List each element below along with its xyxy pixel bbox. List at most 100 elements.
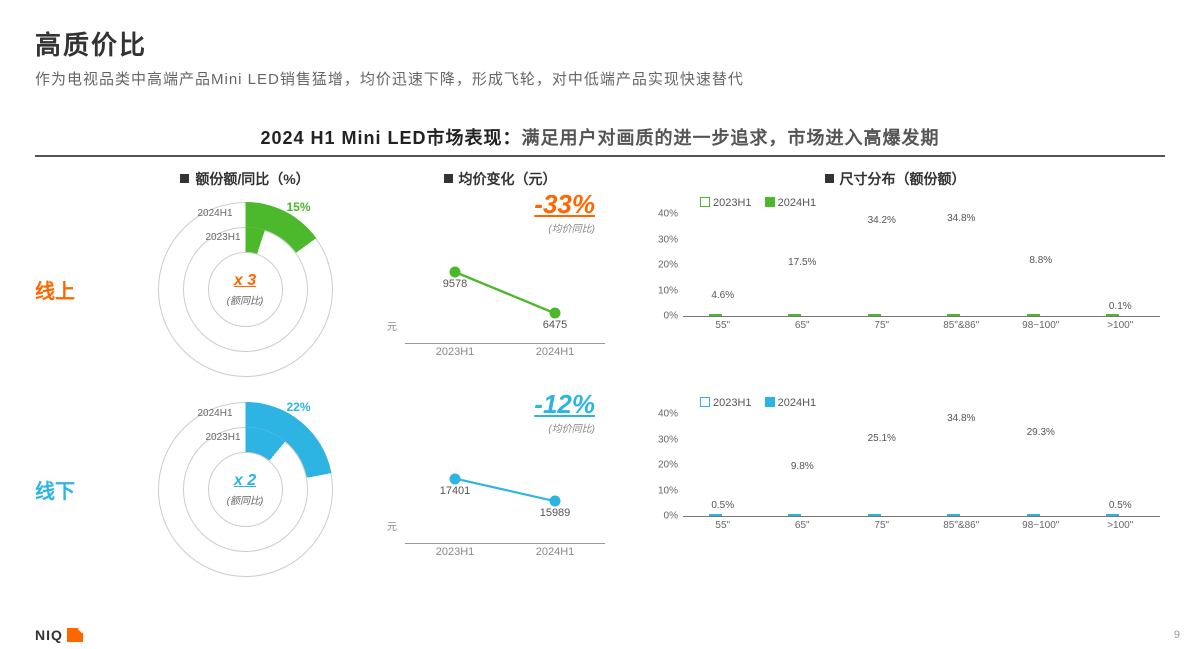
- bar-chart-offline: 2023H1 2024H1 0%10%20%30%40% 0.5% 55" 9.…: [645, 399, 1165, 539]
- price-value-1: 6475: [543, 319, 567, 331]
- bar-ytick: 20%: [648, 460, 678, 471]
- price-point-1: [550, 496, 561, 507]
- bar-xlabel: 98~100": [1022, 520, 1059, 531]
- donut-period-outer: 2024H1: [198, 208, 233, 219]
- price-point-0: [450, 473, 461, 484]
- bar-legend-0: 2023H1: [713, 397, 752, 409]
- bar-value-label: 25.1%: [868, 433, 896, 444]
- logo-icon: [67, 628, 83, 642]
- bar-xlabel: 98~100": [1022, 320, 1059, 331]
- bar-ytick: 10%: [648, 285, 678, 296]
- price-value-1: 15989: [540, 507, 571, 519]
- donut-period-outer: 2024H1: [198, 408, 233, 419]
- bar-ytick: 40%: [648, 409, 678, 420]
- col-header-share: 额份额/同比（%）: [195, 171, 309, 187]
- section-rule: [35, 155, 1165, 157]
- page-title: 高质价比: [35, 25, 1165, 62]
- column-headers: 额份额/同比（%） 均价变化（元） 尺寸分布（额份额）: [35, 169, 1165, 189]
- row-online: 线上 x 3 (额同比) 2024H1 2023H1 15% -33% (均价同…: [35, 189, 1165, 389]
- bar-group: [762, 514, 841, 516]
- bar-ytick: 10%: [648, 485, 678, 496]
- bar-ytick: 40%: [648, 209, 678, 220]
- row-label-online: 线上: [35, 275, 115, 304]
- price-chart: 元 17401 15989: [405, 443, 605, 543]
- donut-outer-pct: 22%: [286, 400, 310, 414]
- bar-ytick: 30%: [648, 434, 678, 445]
- price-value-0: 17401: [440, 485, 471, 497]
- price-xlabel-0: 2023H1: [405, 346, 505, 358]
- price-delta: -33%: [375, 189, 625, 220]
- bar-ytick: 0%: [648, 511, 678, 522]
- bar-group: [1001, 514, 1080, 516]
- bar-legend-1: 2024H1: [778, 397, 817, 409]
- donut-period-inner: 2023H1: [206, 432, 241, 443]
- price-point-0: [450, 266, 461, 277]
- bar-group: [1081, 514, 1160, 516]
- bar-2023: [1106, 314, 1119, 316]
- bar-xlabel: 65": [795, 320, 810, 331]
- bar-value-label: 0.1%: [1109, 301, 1132, 312]
- price-point-1: [550, 308, 561, 319]
- bar-value-label: 17.5%: [788, 257, 816, 268]
- bar-value-label: 4.6%: [711, 290, 734, 301]
- bar-value-label: 0.5%: [711, 500, 734, 511]
- bar-2023: [1106, 514, 1119, 516]
- bar-group: [683, 514, 762, 516]
- bar-group: [762, 314, 841, 316]
- price-chart: 元 9578 6475: [405, 243, 605, 343]
- bar-xlabel: 55": [715, 520, 730, 531]
- section-title-rest: 满足用户对画质的进一步追求，市场进入高爆发期: [522, 128, 940, 148]
- bar-value-label: 34.8%: [947, 213, 975, 224]
- price-value-0: 9578: [443, 278, 467, 290]
- bar-ytick: 20%: [648, 260, 678, 271]
- price-panel-online: -33% (均价同比) 元 9578 6475 2023H12024H1: [375, 189, 625, 358]
- bar-xlabel: 75": [874, 320, 889, 331]
- col-header-size: 尺寸分布（额份额）: [840, 171, 966, 187]
- bar-ytick: 30%: [648, 234, 678, 245]
- price-axis-label: 元: [387, 318, 397, 333]
- bar-ytick: 0%: [648, 311, 678, 322]
- bar-legend-0: 2023H1: [713, 197, 752, 209]
- bar-xlabel: 85"&86": [943, 520, 979, 531]
- bar-2023: [709, 514, 722, 516]
- bar-2023: [1027, 514, 1040, 516]
- page-subtitle: 作为电视品类中高端产品Mini LED销售猛增，均价迅速下降，形成飞轮，对中低端…: [35, 68, 1165, 89]
- donut-offline: x 2 (额同比) 2024H1 2023H1 22%: [158, 402, 333, 577]
- bar-xlabel: 85"&86": [943, 320, 979, 331]
- bar-xlabel: >100": [1107, 520, 1133, 531]
- bar-xlabel: 65": [795, 520, 810, 531]
- bar-chart-online: 2023H1 2024H1 0%10%20%30%40% 4.6% 55" 17…: [645, 199, 1165, 339]
- bar-value-label: 0.5%: [1109, 500, 1132, 511]
- price-xlabel-1: 2024H1: [505, 346, 605, 358]
- bar-value-label: 34.8%: [947, 413, 975, 424]
- bar-group: [842, 514, 921, 516]
- price-delta: -12%: [375, 389, 625, 420]
- price-xlabel-1: 2024H1: [505, 546, 605, 558]
- bar-legend: 2023H1 2024H1: [700, 197, 826, 209]
- logo: NIQ: [35, 627, 83, 643]
- section-title-strong: 2024 H1 Mini LED市场表现：: [260, 128, 521, 148]
- donut-period-inner: 2023H1: [206, 232, 241, 243]
- bar-2023: [1027, 314, 1040, 316]
- page-number: 9: [1174, 629, 1180, 641]
- price-panel-offline: -12% (均价同比) 元 17401 15989 2023H12024H1: [375, 389, 625, 558]
- section-title: 2024 H1 Mini LED市场表现：满足用户对画质的进一步追求，市场进入高…: [0, 124, 1200, 150]
- donut-multiplier: x 3: [234, 272, 256, 290]
- bar-legend-1: 2024H1: [778, 197, 817, 209]
- bar-2023: [709, 314, 722, 316]
- bar-xlabel: 75": [874, 520, 889, 531]
- bar-2023: [788, 514, 801, 516]
- price-delta-note: (均价同比): [375, 220, 625, 235]
- donut-online: x 3 (额同比) 2024H1 2023H1 15%: [158, 202, 333, 377]
- bar-legend: 2023H1 2024H1: [700, 397, 826, 409]
- row-offline: 线下 x 2 (额同比) 2024H1 2023H1 22% -12% (均价同…: [35, 389, 1165, 589]
- donut-center-note: (额同比): [227, 292, 264, 307]
- col-header-price: 均价变化（元）: [459, 171, 557, 187]
- bar-group: [922, 514, 1001, 516]
- bar-value-label: 29.3%: [1027, 427, 1055, 438]
- donut-multiplier: x 2: [234, 472, 256, 490]
- bar-2023: [947, 514, 960, 516]
- row-label-offline: 线下: [35, 475, 115, 504]
- bar-2023: [788, 314, 801, 316]
- bar-group: [1081, 314, 1160, 316]
